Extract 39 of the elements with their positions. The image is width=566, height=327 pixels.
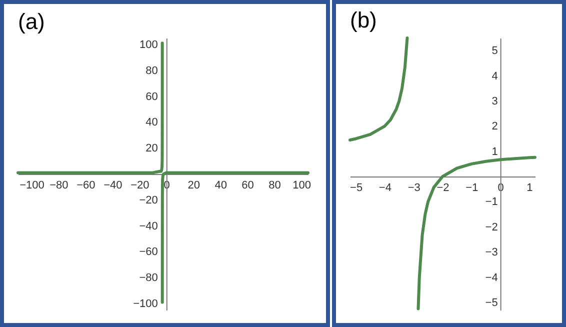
y-tick-label: 40 bbox=[146, 116, 158, 129]
y-tick-label: 100 bbox=[140, 38, 158, 51]
chart-title: (b) bbox=[350, 8, 377, 32]
y-tick-label: −100 bbox=[133, 298, 158, 310]
x-tick-label: 60 bbox=[242, 180, 254, 192]
y-tick-label: −2 bbox=[485, 221, 498, 234]
y-tick-label: 1 bbox=[492, 146, 498, 158]
x-tick-label: −4 bbox=[378, 182, 392, 194]
x-tick-label: −5 bbox=[350, 182, 363, 194]
x-tick-label: −2 bbox=[436, 182, 450, 194]
chart-title: (a) bbox=[18, 9, 45, 34]
y-tick-label: 2 bbox=[492, 120, 498, 133]
x-tick-label: −1 bbox=[466, 182, 478, 194]
x-tick-label: 1 bbox=[526, 182, 533, 194]
y-tick-label: −60 bbox=[139, 246, 158, 258]
y-tick-label: −4 bbox=[485, 272, 498, 284]
y-tick-label: −40 bbox=[139, 220, 158, 232]
x-tick-label: −100 bbox=[20, 180, 44, 192]
x-tick-label: 100 bbox=[292, 180, 311, 192]
x-tick-label: 40 bbox=[214, 180, 227, 192]
y-tick-label: −80 bbox=[139, 272, 158, 284]
line-series bbox=[348, 36, 409, 142]
x-tick-label: −80 bbox=[50, 180, 68, 192]
y-tick-label: 5 bbox=[492, 45, 498, 58]
x-tick-label: −40 bbox=[104, 180, 122, 192]
x-tick-label: −60 bbox=[76, 180, 96, 192]
y-tick-label: 20 bbox=[146, 142, 158, 155]
y-tick-label: −5 bbox=[485, 296, 498, 309]
y-tick-label: 60 bbox=[146, 90, 158, 103]
x-tick-label: −3 bbox=[408, 182, 420, 194]
y-tick-label: −20 bbox=[139, 194, 158, 206]
x-tick-label: 80 bbox=[268, 180, 281, 192]
y-tick-label: −1 bbox=[485, 196, 498, 208]
y-tick-label: 80 bbox=[146, 64, 158, 77]
y-tick-label: 4 bbox=[492, 70, 498, 82]
y-tick-label: 3 bbox=[492, 95, 498, 108]
x-tick-label: −20 bbox=[130, 180, 150, 192]
y-tick-label: −3 bbox=[485, 246, 498, 259]
x-tick-label: 20 bbox=[188, 180, 200, 192]
